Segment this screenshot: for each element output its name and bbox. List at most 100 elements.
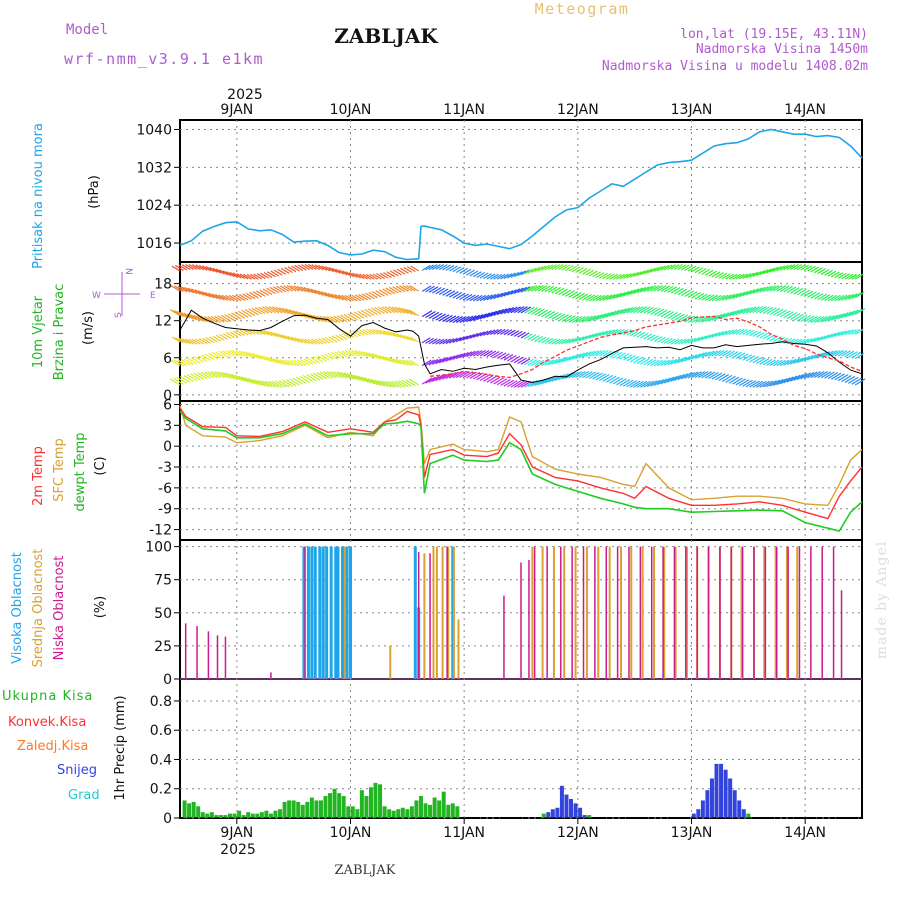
day-label-top: 14JAN	[784, 102, 826, 118]
wind-barb	[331, 335, 341, 342]
wind-barb	[558, 264, 567, 271]
wind-barb	[197, 315, 208, 323]
wind-barb	[392, 286, 402, 293]
wind-barb	[246, 273, 256, 280]
wind-barb	[377, 306, 389, 314]
wind-barb	[205, 337, 215, 344]
wind-barb	[374, 306, 385, 315]
ytick-label: 0	[163, 439, 172, 455]
wind-barb	[646, 359, 657, 366]
wind-barb	[636, 380, 648, 388]
wind-barb	[715, 294, 725, 302]
wind-barb	[738, 273, 748, 280]
wind-barb	[383, 330, 392, 337]
wind-barb	[235, 350, 246, 357]
low-cloud-bar	[810, 546, 812, 679]
wind-barb	[793, 264, 803, 270]
low-cloud-bar	[662, 546, 664, 679]
wind-barb	[472, 271, 482, 278]
wind-barb	[372, 273, 382, 280]
wind-barb	[296, 359, 307, 366]
wind-barb	[854, 328, 864, 335]
wind-barb	[483, 374, 494, 382]
wind-barb	[653, 378, 665, 387]
wind-barb	[742, 289, 752, 297]
wind-barb	[541, 285, 551, 292]
wind-barb	[362, 273, 372, 280]
ytick-label: 0.4	[150, 752, 172, 768]
wind-barb	[365, 351, 375, 359]
precip-bar	[282, 801, 287, 818]
precip-bar	[228, 813, 233, 818]
wind-barb	[674, 338, 683, 345]
wind-barb	[273, 332, 283, 339]
wind-barb	[289, 309, 300, 317]
precip-bar	[582, 815, 587, 818]
wind-barb	[513, 330, 523, 337]
wind-barb	[800, 372, 811, 380]
wind-barb	[500, 273, 509, 280]
wind-barb	[245, 292, 256, 300]
wind-barb	[732, 273, 741, 280]
wind-barb	[459, 335, 469, 342]
wind-barb	[810, 292, 821, 299]
wind-barb	[409, 359, 420, 367]
wind-barb	[486, 273, 496, 280]
wind-barb	[691, 315, 702, 324]
year-top: 2025	[227, 87, 263, 103]
precip-bar	[428, 804, 433, 818]
wind-barb	[191, 357, 201, 364]
wind-barb	[725, 375, 736, 383]
wind-barb	[171, 265, 181, 272]
mid-cloud-bar	[674, 546, 677, 679]
wind-barb	[211, 293, 222, 300]
wind-barb	[307, 338, 317, 345]
precip-bar	[209, 812, 214, 818]
wind-barb	[715, 373, 726, 381]
wind-barb	[227, 372, 239, 381]
wind-barb	[249, 352, 259, 359]
wind-barb	[493, 377, 504, 385]
dewpt-label: dewpt Temp	[73, 432, 88, 511]
wind-barb	[547, 375, 559, 383]
wind-barb	[571, 292, 582, 299]
wind-barb	[300, 358, 310, 366]
wind-barb	[582, 268, 591, 275]
wind-barb	[554, 357, 565, 365]
wind-barb	[718, 294, 729, 302]
wind-barb	[527, 267, 537, 274]
low-cloud-bar	[304, 546, 306, 679]
wind-barb	[169, 309, 181, 317]
low-cloud-bar	[429, 553, 431, 679]
wind-barb	[721, 350, 732, 357]
wind-barb	[848, 293, 858, 300]
wind-barb	[708, 294, 718, 302]
wind-barb	[507, 380, 518, 388]
wind-barb	[687, 371, 699, 379]
wind-barb	[195, 264, 205, 271]
wind-barb	[321, 337, 331, 344]
wind-barb	[376, 273, 385, 280]
wind-barb	[340, 314, 351, 322]
wind-barb	[302, 374, 314, 383]
wind-barb	[428, 286, 439, 293]
wind-barb	[503, 290, 514, 297]
wind-barb	[670, 312, 682, 320]
precip-bar	[387, 809, 392, 818]
wind-barb	[803, 265, 813, 272]
wind-barb	[537, 285, 548, 292]
wind-barb	[183, 375, 194, 383]
model-name: wrf-nmm_v3.9.1 e1km	[64, 50, 264, 68]
wind-barb	[810, 336, 820, 343]
wind-barb	[371, 291, 382, 298]
precip-bar	[728, 778, 733, 818]
wind-barb	[330, 370, 341, 379]
wind-barb	[217, 371, 229, 379]
wind-barb	[657, 265, 666, 272]
wind-barb	[551, 338, 561, 345]
wind-barb	[742, 329, 752, 336]
wind-barb	[612, 308, 624, 316]
wind-barb	[776, 336, 786, 343]
wind-barb	[636, 357, 647, 365]
precip-bar	[737, 800, 742, 818]
